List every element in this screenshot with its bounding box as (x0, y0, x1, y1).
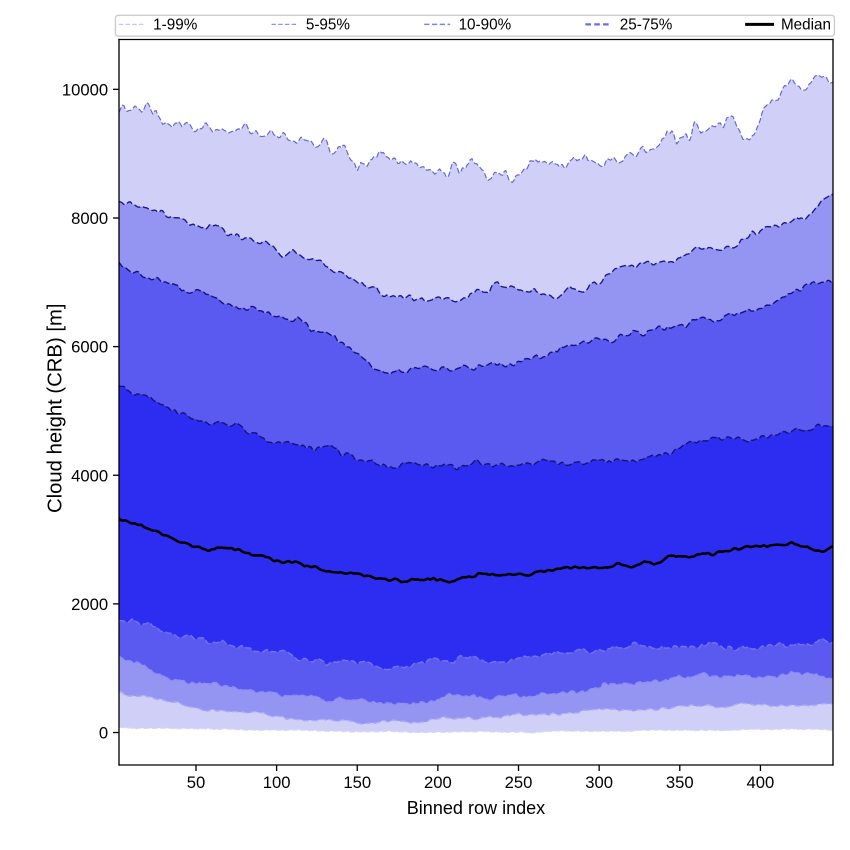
svg-text:10000: 10000 (62, 80, 108, 99)
svg-text:8000: 8000 (71, 209, 108, 228)
svg-text:100: 100 (263, 773, 291, 792)
svg-text:0: 0 (99, 724, 108, 743)
svg-text:300: 300 (585, 773, 613, 792)
svg-text:200: 200 (424, 773, 452, 792)
svg-text:150: 150 (343, 773, 371, 792)
svg-text:10-90%: 10-90% (459, 17, 512, 34)
svg-text:250: 250 (505, 773, 533, 792)
svg-text:Cloud height (CRB) [m]: Cloud height (CRB) [m] (45, 304, 67, 513)
svg-text:Median: Median (781, 17, 831, 34)
svg-text:6000: 6000 (71, 338, 108, 357)
svg-text:4000: 4000 (71, 466, 108, 485)
svg-text:350: 350 (666, 773, 694, 792)
svg-text:400: 400 (747, 773, 775, 792)
svg-text:1-99%: 1-99% (153, 17, 198, 34)
svg-text:25-75%: 25-75% (620, 17, 673, 34)
svg-text:50: 50 (187, 773, 206, 792)
svg-text:5-95%: 5-95% (306, 17, 351, 34)
svg-text:Binned row index: Binned row index (407, 798, 545, 818)
svg-text:2000: 2000 (71, 595, 108, 614)
